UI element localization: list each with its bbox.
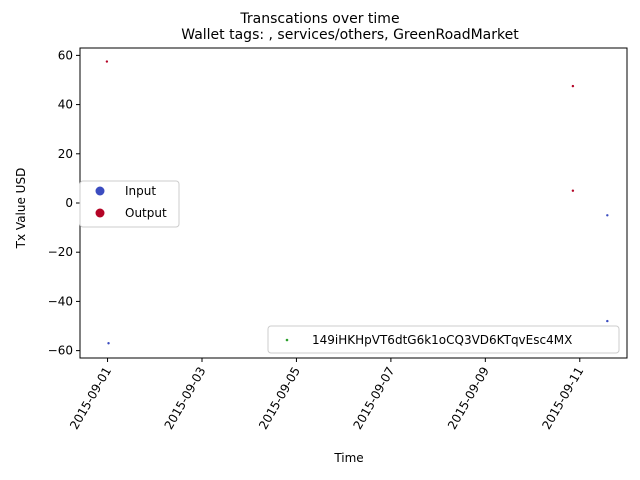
- y-tick-label: 0: [65, 196, 73, 210]
- legend-label: Output: [125, 206, 167, 220]
- legend-box: [267, 325, 620, 354]
- legend-marker-output: [95, 208, 105, 218]
- legend-marker-input: [95, 186, 105, 196]
- y-tick-label: 60: [58, 48, 73, 62]
- y-tick-label: −60: [48, 344, 73, 358]
- data-point-output: [105, 60, 109, 63]
- data-points: [105, 60, 609, 345]
- legend-box: [79, 180, 180, 228]
- y-axis-label: Tx Value USD: [14, 168, 28, 250]
- legend-wallet: 149iHKHpVT6dtG6k1oCQ3VD6KTqvEsc4MX: [267, 325, 620, 354]
- data-point-output: [571, 84, 575, 88]
- data-point-input: [606, 319, 609, 323]
- data-point-input: [606, 214, 609, 217]
- data-point-output: [571, 189, 575, 192]
- chart-title: Transcations over time: [239, 11, 399, 27]
- legend-input-output: Input Output: [79, 180, 180, 228]
- chart-subtitle: Wallet tags: , services/others, GreenRoa…: [181, 27, 519, 43]
- x-axis-label: Time: [333, 451, 363, 465]
- y-tick-label: −20: [48, 245, 73, 259]
- legend-marker-wallet: [285, 338, 289, 342]
- y-axis: 60 40 20 0 −20 −40 −60: [48, 48, 80, 358]
- y-tick-label: 40: [58, 98, 73, 112]
- y-tick-label: 20: [58, 147, 73, 161]
- legend-label: Input: [125, 184, 156, 198]
- y-tick-label: −40: [48, 294, 73, 308]
- data-point-input: [107, 342, 110, 345]
- legend-label: 149iHKHpVT6dtG6k1oCQ3VD6KTqvEsc4MX: [312, 333, 572, 347]
